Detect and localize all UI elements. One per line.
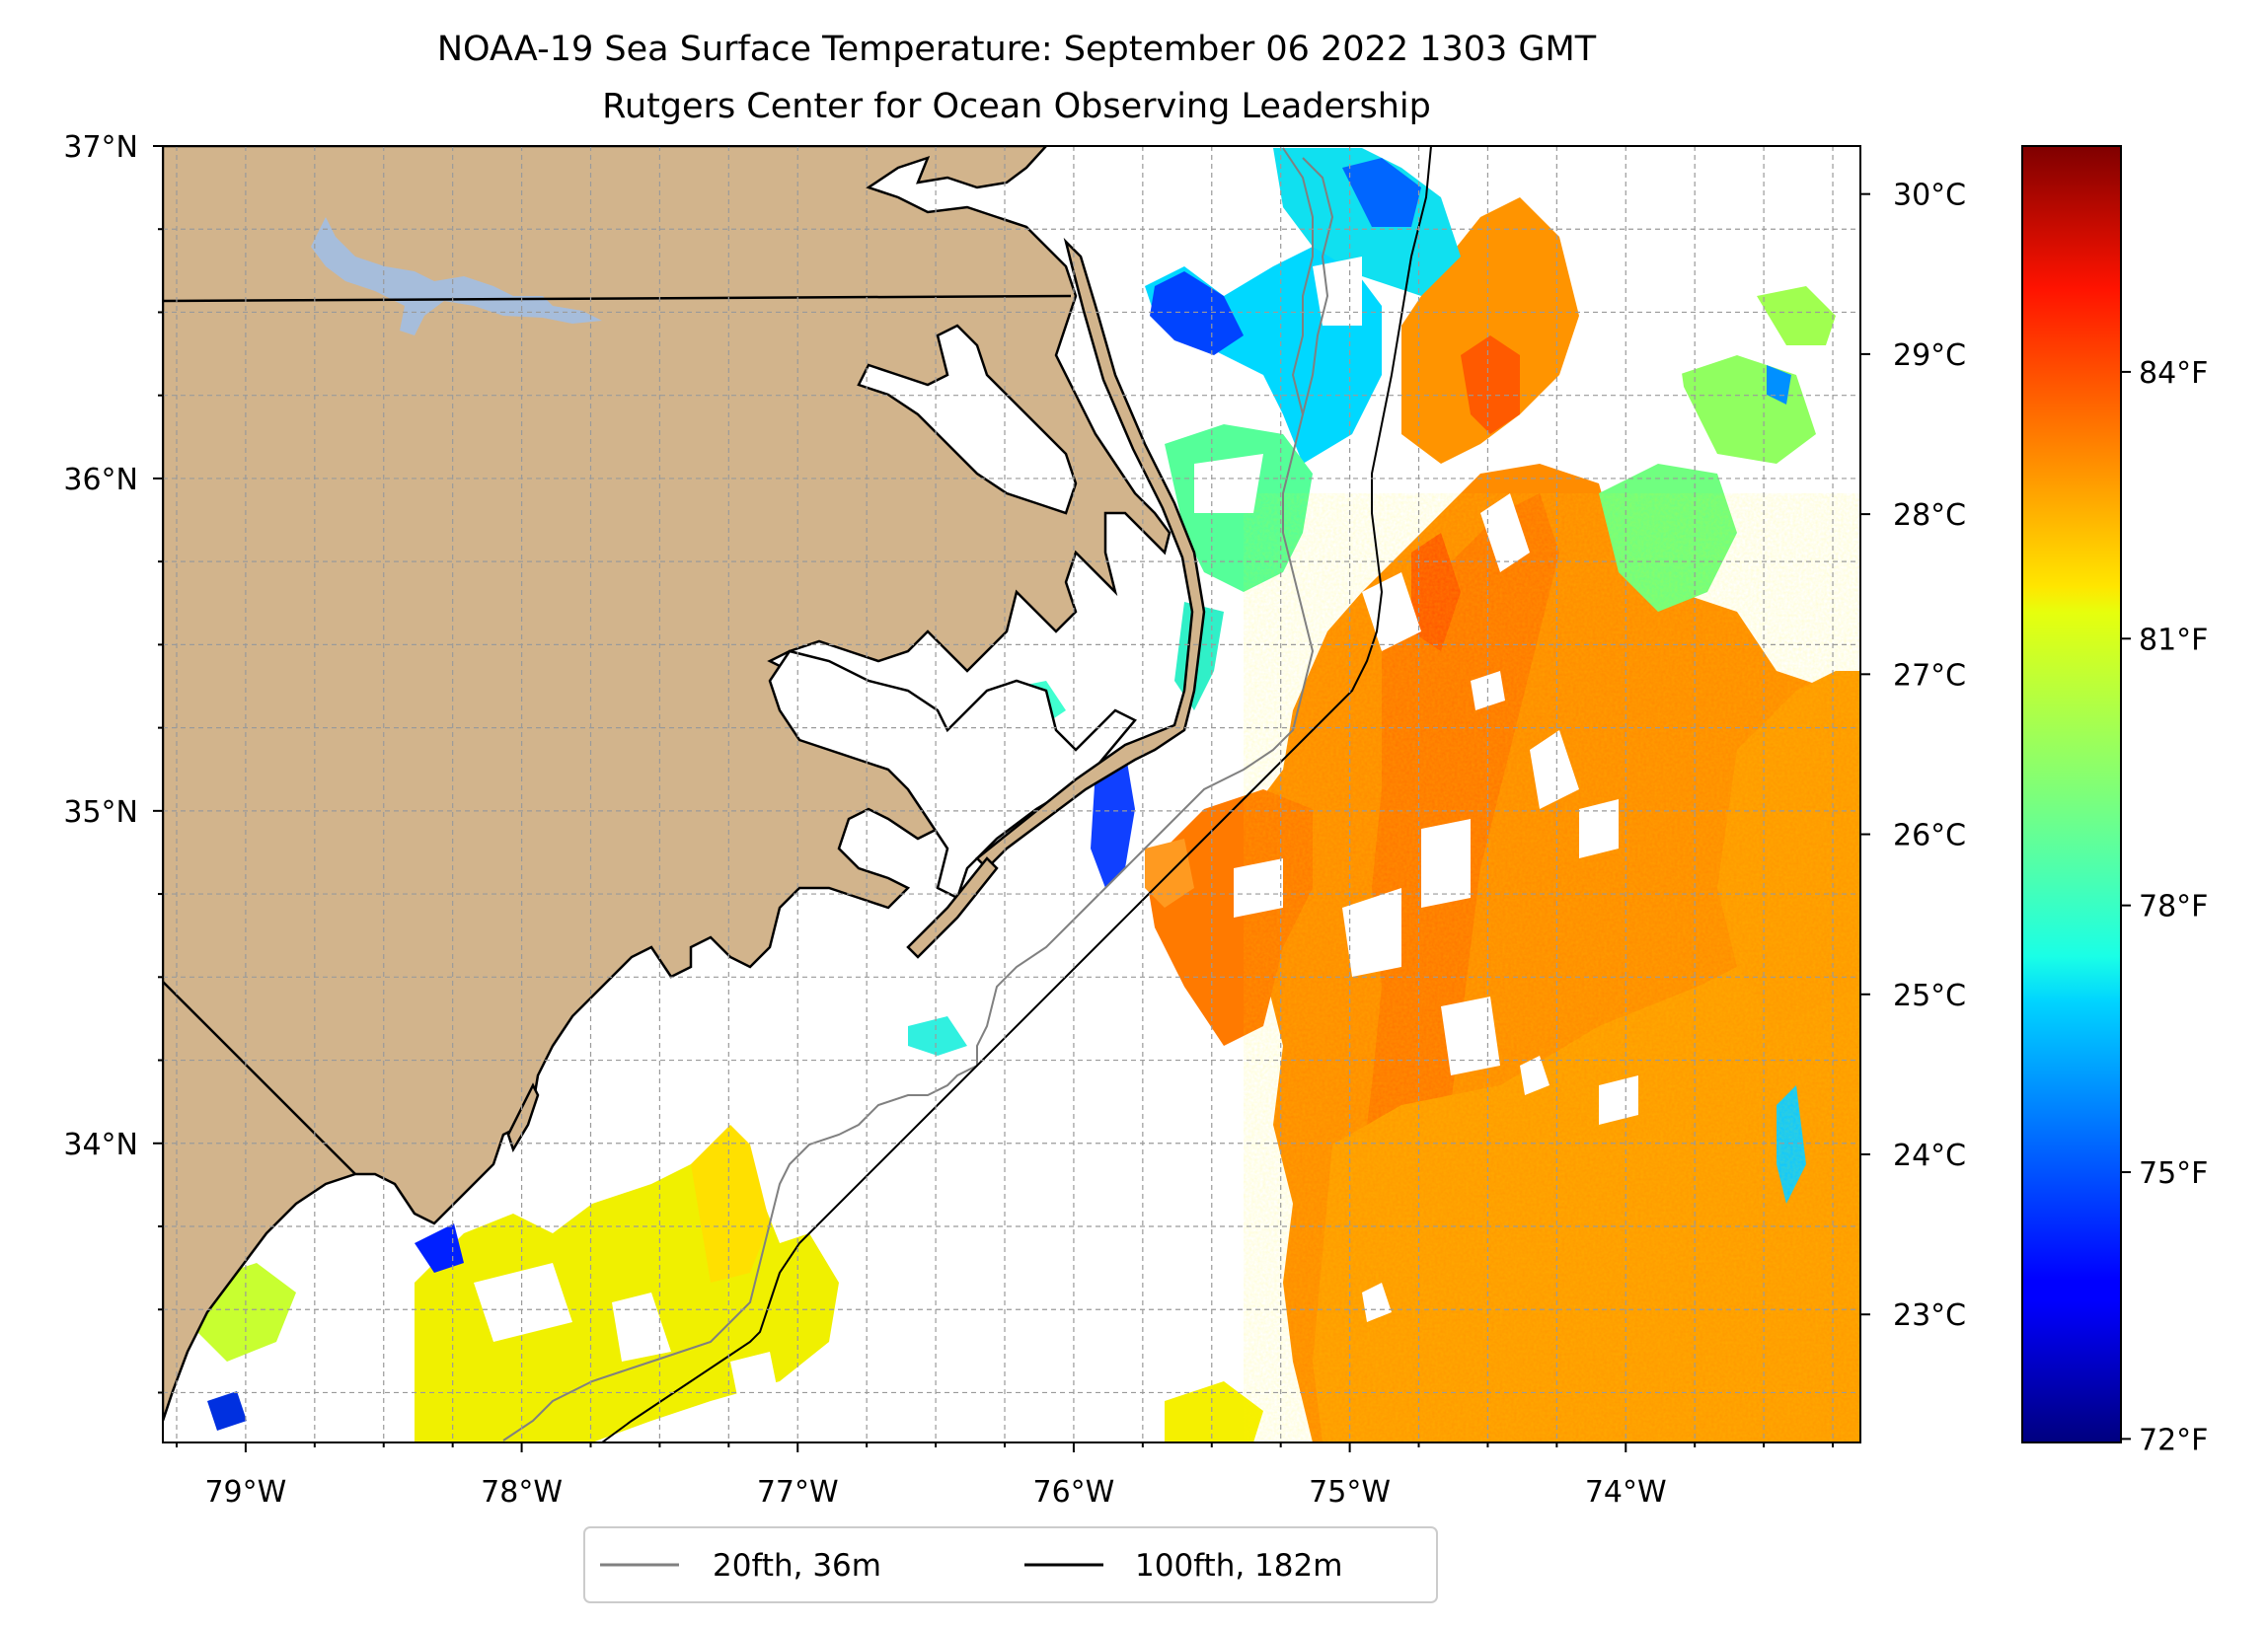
contour-20fth — [502, 147, 1315, 1441]
sst-hot-north — [1461, 335, 1520, 434]
lon-tick-label: 74°W — [1585, 1475, 1667, 1510]
longitude-labels: 79°W 78°W 77°W 76°W 75°W 74°W — [204, 1475, 1666, 1510]
cape-lookout-banks — [906, 856, 999, 959]
celsius-tick-label: 24°C — [1893, 1139, 1966, 1173]
map-title-line2: Rutgers Center for Ocean Observing Leade… — [602, 87, 1431, 126]
outer-banks — [975, 237, 1206, 870]
colorbar: 30°C 29°C 28°C 27°C 26°C 25°C 24°C 23°C 84°F 81°… — [1860, 145, 2208, 1457]
legend-box — [583, 1526, 1438, 1603]
map-title-line1: NOAA-19 Sea Surface Temperature: Septemb… — [437, 30, 1597, 69]
sst-blue-hatteras — [1091, 750, 1135, 888]
lon-tick-label: 79°W — [204, 1475, 286, 1510]
lon-tick-label: 76°W — [1033, 1475, 1115, 1510]
colorbar-gradient — [2021, 145, 2122, 1443]
map-gridlines — [163, 146, 1860, 1442]
celsius-tick-label: 28°C — [1893, 498, 1966, 533]
lat-tick-label: 34°N — [63, 1128, 138, 1162]
fahrenheit-tick-label: 72°F — [2139, 1423, 2208, 1457]
sst-yellow-far-south — [1165, 1381, 1263, 1442]
lake-kerr — [311, 217, 602, 335]
cape-fear-island — [506, 1082, 540, 1152]
sst-blue-south2 — [207, 1391, 247, 1431]
celsius-tick-label: 30°C — [1893, 179, 1966, 213]
sst-speckle — [1244, 493, 1860, 1442]
lat-tick-label: 37°N — [63, 130, 138, 165]
contour-20fth-north-shoal — [1302, 157, 1334, 415]
legend: 20fth, 36m 100fth, 182m — [583, 1526, 1438, 1603]
colorbar-fahrenheit-ticks: 84°F 81°F 78°F 75°F 72°F — [2121, 356, 2208, 1457]
map-area[interactable] — [163, 146, 1860, 1442]
fahrenheit-tick-label: 78°F — [2139, 890, 2208, 924]
fahrenheit-tick-label: 75°F — [2139, 1156, 2208, 1191]
sst-blue-south — [415, 1223, 464, 1273]
sst-cyan-shelf-mid — [908, 1016, 967, 1056]
sst-blue-east — [1767, 365, 1791, 405]
lon-tick-label: 77°W — [757, 1475, 839, 1510]
latitude-labels: 37°N 36°N 35°N 34°N — [63, 130, 138, 1162]
map-axis-ticks — [153, 145, 1835, 1452]
land — [163, 146, 1206, 1422]
state-border-nc-sc — [163, 981, 356, 1175]
contour-100fth — [601, 146, 1432, 1442]
sst-blue-patch-north — [1150, 271, 1244, 355]
lat-tick-label: 35°N — [63, 795, 138, 830]
legend-label-100fth: 100fth, 182m — [1135, 1548, 1342, 1584]
celsius-tick-label: 26°C — [1893, 819, 1966, 853]
cloud-gaps — [326, 257, 1688, 1411]
sst-green-ne — [1757, 286, 1836, 345]
celsius-tick-label: 29°C — [1893, 338, 1966, 373]
sst-yellow-south2 — [691, 1125, 770, 1283]
celsius-tick-label: 27°C — [1893, 658, 1966, 693]
sst-blue-top — [1342, 158, 1421, 227]
lon-tick-label: 75°W — [1309, 1475, 1391, 1510]
map-frame — [162, 145, 1861, 1443]
fahrenheit-tick-label: 84°F — [2139, 356, 2208, 391]
fahrenheit-tick-label: 81°F — [2139, 623, 2208, 657]
colorbar-celsius-ticks: 30°C 29°C 28°C 27°C 26°C 25°C 24°C 23°C — [1860, 179, 1966, 1333]
lon-tick-label: 78°W — [481, 1475, 563, 1510]
legend-label-20fth: 20fth, 36m — [713, 1548, 881, 1584]
celsius-tick-label: 25°C — [1893, 979, 1966, 1013]
albemarle-sound — [857, 324, 1078, 515]
celsius-tick-label: 23°C — [1893, 1298, 1966, 1333]
lat-tick-label: 36°N — [63, 463, 138, 497]
